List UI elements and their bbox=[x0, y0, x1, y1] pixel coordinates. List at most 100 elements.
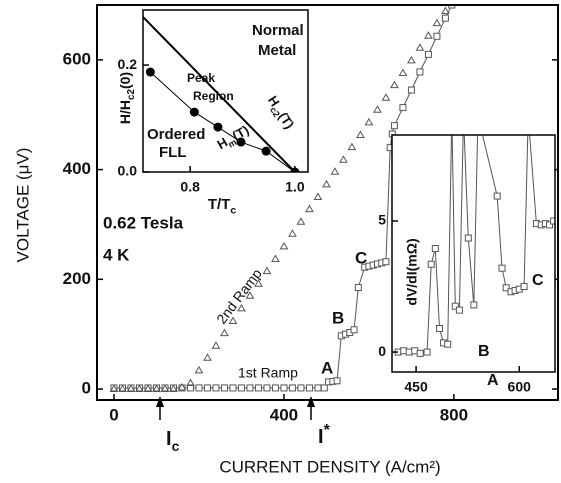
annotation: C bbox=[532, 272, 544, 289]
series-line bbox=[143, 16, 296, 172]
square-marker bbox=[435, 324, 443, 332]
y-axis-label: VOLTAGE (μV) bbox=[13, 148, 32, 263]
triangle-marker bbox=[135, 384, 144, 393]
square-marker bbox=[254, 384, 262, 392]
square-marker bbox=[407, 86, 415, 94]
triangle-marker bbox=[330, 167, 340, 175]
y-tick-label: 200 bbox=[63, 269, 91, 288]
annotation: A bbox=[487, 372, 499, 389]
square-marker bbox=[464, 234, 472, 242]
annotation: Metal bbox=[258, 42, 296, 59]
y-axis-label-sub: c2 bbox=[125, 89, 136, 100]
x-axis-label: CURRENT DENSITY (A/cm²) bbox=[219, 457, 440, 476]
circle-marker bbox=[145, 67, 155, 77]
triangle-marker bbox=[288, 229, 297, 237]
triangle-marker bbox=[322, 179, 331, 188]
triangle-marker bbox=[296, 217, 306, 225]
plot-layer: 0 200 400 600 0 400 800 0.62 Tesla 4 K 2nd Ramp 1s… bbox=[13, 4, 559, 476]
triangle-marker bbox=[432, 18, 442, 27]
square-marker bbox=[461, 113, 467, 119]
square-marker bbox=[502, 284, 510, 292]
inset-background bbox=[392, 135, 555, 372]
triangle-marker bbox=[118, 384, 127, 393]
annotation-rest: (T) bbox=[230, 123, 252, 144]
square-marker bbox=[382, 258, 390, 266]
square-marker bbox=[493, 192, 501, 200]
square-marker bbox=[186, 384, 194, 392]
square-marker bbox=[431, 245, 439, 253]
axes-frame bbox=[142, 9, 309, 173]
x-axis-label: T/Tc bbox=[208, 196, 237, 216]
square-marker bbox=[427, 260, 435, 268]
arrow-head bbox=[307, 396, 315, 407]
square-marker bbox=[203, 384, 211, 392]
plot-area bbox=[143, 16, 300, 172]
y-tick-label: 0.0 bbox=[118, 163, 138, 179]
annotation: B bbox=[478, 343, 490, 360]
annotation-sub: c bbox=[172, 438, 180, 454]
triangle-marker bbox=[254, 279, 263, 287]
annotation: Peak bbox=[187, 71, 215, 85]
arrow-istar bbox=[307, 396, 315, 420]
square-marker bbox=[433, 32, 441, 40]
arrow-ic bbox=[156, 396, 164, 420]
square-marker bbox=[390, 122, 398, 130]
triangle-marker bbox=[441, 6, 450, 15]
square-marker bbox=[333, 377, 341, 385]
square-marker bbox=[271, 384, 279, 392]
triangle-marker bbox=[177, 382, 187, 391]
triangle-marker bbox=[143, 384, 153, 393]
square-marker bbox=[263, 384, 271, 392]
triangle-marker bbox=[262, 266, 272, 275]
y-tick-label: 0 bbox=[82, 379, 91, 398]
y-tick-label: 600 bbox=[63, 49, 91, 68]
annotation: 4 K bbox=[103, 245, 130, 264]
annotation-sub: c2 bbox=[268, 105, 282, 119]
triangle-marker bbox=[305, 204, 314, 213]
axes-frame bbox=[96, 4, 559, 401]
annotation: 2nd Ramp bbox=[213, 265, 265, 326]
annotation: A bbox=[321, 358, 333, 377]
annotation: Ic bbox=[166, 428, 180, 453]
square-marker bbox=[451, 302, 459, 310]
square-marker bbox=[399, 104, 407, 112]
annotation: Ordered bbox=[147, 126, 205, 143]
square-marker bbox=[423, 348, 431, 356]
square-marker bbox=[288, 384, 296, 392]
annotation: 1st Ramp bbox=[238, 365, 298, 381]
square-marker bbox=[297, 384, 305, 392]
annotation: FLL bbox=[159, 144, 187, 161]
annotation: I* bbox=[318, 422, 331, 448]
y-tick-label: 0.2 bbox=[118, 56, 138, 72]
circle-marker bbox=[236, 137, 246, 147]
y-tick-label: 400 bbox=[63, 159, 91, 178]
triangle-marker bbox=[152, 384, 161, 393]
x-tick-label: 600 bbox=[508, 379, 532, 395]
plot-area bbox=[109, 5, 456, 393]
triangle-marker bbox=[220, 328, 229, 337]
square-marker bbox=[314, 384, 322, 392]
square-marker bbox=[280, 384, 288, 392]
circle-marker bbox=[261, 146, 271, 156]
triangle-marker bbox=[364, 117, 374, 126]
square-marker bbox=[229, 384, 237, 392]
x-tick-label: 1.0 bbox=[285, 179, 305, 195]
square-marker bbox=[320, 384, 328, 392]
triangle-marker bbox=[237, 303, 246, 312]
triangle-marker bbox=[373, 105, 382, 113]
square-marker bbox=[237, 384, 245, 392]
annotation: C bbox=[355, 248, 367, 267]
square-marker bbox=[178, 384, 186, 392]
square-marker bbox=[416, 349, 424, 357]
plot-area bbox=[394, 113, 555, 357]
series-line bbox=[149, 71, 296, 172]
triangle-marker bbox=[424, 31, 433, 39]
axes-frame bbox=[391, 134, 556, 373]
circle-marker bbox=[213, 122, 223, 132]
square-marker bbox=[525, 113, 531, 119]
triangle-marker bbox=[407, 55, 416, 64]
square-marker bbox=[246, 384, 254, 392]
triangle-marker bbox=[194, 365, 204, 374]
